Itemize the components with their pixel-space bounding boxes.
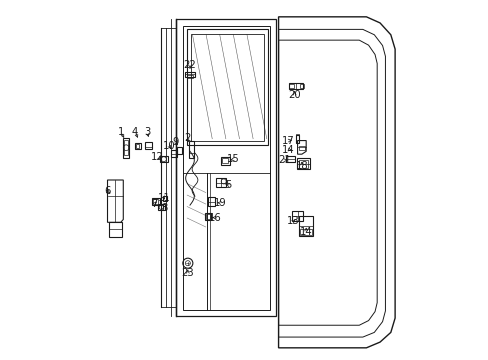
Bar (160, 156, 167, 162)
Bar (177, 147, 182, 154)
Text: 7: 7 (151, 199, 157, 210)
Bar (184, 72, 195, 77)
Bar (151, 198, 159, 205)
Text: 14: 14 (299, 227, 312, 237)
Text: 8: 8 (162, 203, 168, 213)
Text: 22: 22 (183, 60, 196, 70)
Bar (285, 156, 294, 162)
Text: 23: 23 (181, 268, 194, 278)
Bar (295, 134, 299, 135)
Bar (153, 199, 158, 204)
Bar (136, 144, 139, 148)
Bar (186, 75, 193, 78)
Bar (122, 138, 129, 158)
Text: 11: 11 (158, 193, 170, 203)
Bar (163, 196, 167, 201)
Bar (207, 197, 215, 206)
Bar (135, 143, 140, 149)
Text: 12: 12 (151, 152, 164, 162)
Bar (298, 160, 308, 168)
Bar (204, 213, 211, 220)
Bar (288, 84, 293, 88)
Bar (291, 211, 303, 221)
Bar (300, 229, 312, 235)
Text: 5: 5 (224, 180, 231, 190)
Bar (205, 214, 210, 219)
Bar (298, 145, 304, 150)
Text: 20: 20 (288, 90, 301, 100)
Bar (171, 150, 177, 157)
Bar (299, 84, 304, 88)
Bar (215, 179, 225, 187)
Text: 6: 6 (104, 186, 110, 197)
Bar (220, 157, 229, 165)
Text: 4: 4 (132, 127, 138, 136)
Text: 16: 16 (208, 213, 221, 222)
Text: 10: 10 (163, 141, 175, 151)
Bar (296, 135, 298, 143)
Text: 21: 21 (278, 155, 290, 165)
Text: 14: 14 (282, 144, 294, 154)
Text: 3: 3 (143, 127, 150, 136)
Bar (222, 158, 228, 163)
Bar (124, 140, 128, 155)
Text: 13: 13 (286, 216, 299, 226)
Bar (145, 142, 151, 149)
Text: 1: 1 (117, 127, 124, 136)
Text: 15: 15 (227, 154, 240, 164)
Text: 17: 17 (281, 136, 294, 145)
Bar (188, 141, 194, 158)
Text: 2: 2 (183, 133, 190, 143)
Bar (288, 83, 302, 89)
Bar (158, 204, 164, 210)
Text: 9: 9 (172, 137, 179, 147)
Bar (298, 216, 313, 236)
Bar (297, 158, 309, 169)
Text: 19: 19 (213, 198, 226, 208)
Text: 18: 18 (295, 161, 307, 171)
